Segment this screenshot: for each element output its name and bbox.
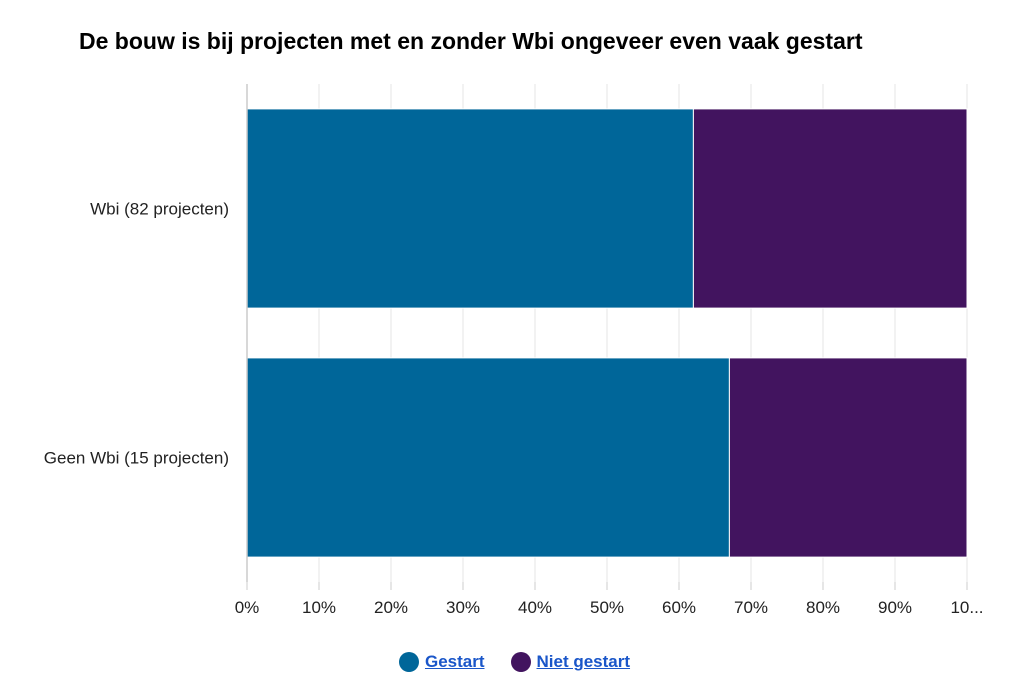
x-tick-label: 30%: [446, 598, 480, 617]
x-tick-label: 20%: [374, 598, 408, 617]
legend: Gestart Niet gestart: [0, 652, 1029, 672]
x-tick-label: 10%: [302, 598, 336, 617]
legend-dot-gestart: [398, 652, 419, 672]
legend-dot-niet-gestart: [510, 652, 531, 672]
legend-label-niet-gestart[interactable]: Niet gestart: [536, 652, 631, 671]
y-category-label: Wbi (82 projecten): [90, 200, 229, 219]
y-category-label: Geen Wbi (15 projecten): [44, 449, 229, 468]
chart-title: De bouw is bij projecten met en zonder W…: [79, 28, 863, 54]
x-tick-label: 40%: [518, 598, 552, 617]
x-tick-label: 50%: [590, 598, 624, 617]
x-tick-label: 80%: [806, 598, 840, 617]
x-tick-label: 0%: [235, 598, 260, 617]
bars: [246, 108, 968, 558]
x-tick-label: 90%: [878, 598, 912, 617]
bar-niet-gestart-1[interactable]: [728, 357, 968, 558]
x-tick-label: 60%: [662, 598, 696, 617]
legend-label-gestart[interactable]: Gestart: [424, 652, 485, 671]
x-tick-label: 10...: [950, 598, 983, 617]
legend-item-niet-gestart[interactable]: Niet gestart: [510, 652, 631, 672]
x-tick-label: 70%: [734, 598, 768, 617]
bar-gestart-0[interactable]: [246, 108, 694, 309]
axes: 0% 10% 20% 30% 40% 50% 60% 70% 80% 90% 10... Wbi (8…: [44, 84, 984, 617]
bar-gestart-1[interactable]: [246, 357, 730, 558]
legend-item-gestart[interactable]: Gestart: [398, 652, 485, 672]
bar-niet-gestart-0[interactable]: [692, 108, 968, 309]
